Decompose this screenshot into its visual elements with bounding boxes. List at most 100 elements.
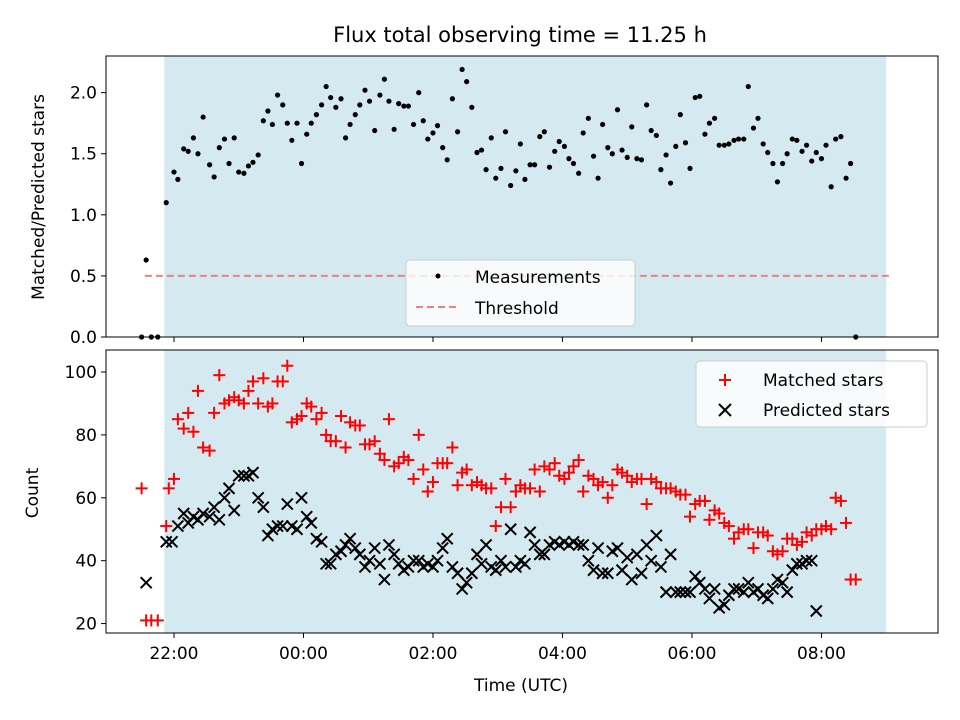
predicted-star-point xyxy=(353,548,367,561)
measurement-point xyxy=(634,156,640,162)
ratio-legend: Measurements Threshold xyxy=(405,259,636,327)
measurement-point xyxy=(245,163,252,169)
measurement-point xyxy=(809,158,815,164)
legend-matched-marker xyxy=(719,374,731,386)
predicted-star-point xyxy=(479,538,493,552)
predicted-star-point xyxy=(635,567,648,580)
predicted-star-point xyxy=(615,563,629,577)
measurement-point xyxy=(823,142,829,148)
matched-star-point xyxy=(485,482,498,495)
matched-star-point xyxy=(562,466,575,479)
legend-matched-label: Matched stars xyxy=(763,371,883,391)
predicted-star-point xyxy=(674,585,687,599)
predicted-star-point xyxy=(455,582,469,596)
predicted-star-point xyxy=(591,541,605,555)
measurement-point xyxy=(687,165,693,171)
count-axes: 20 40 60 80 100 22:00 00:00 02:00 04:00 06:00 08:0… xyxy=(65,363,846,664)
matched-star-point xyxy=(320,428,333,441)
predicted-star-point xyxy=(227,504,241,517)
count-y-tick-label: 40 xyxy=(75,552,97,572)
matched-star-point xyxy=(208,406,221,419)
matched-star-point xyxy=(329,435,342,448)
measurement-point xyxy=(784,151,790,157)
matched-star-point xyxy=(191,384,204,397)
predicted-star-point xyxy=(786,563,799,577)
matched-star-point xyxy=(698,494,711,507)
matched-star-point xyxy=(310,413,323,426)
measurement-point xyxy=(401,103,407,109)
matched-star-point xyxy=(392,457,405,470)
measurement-point xyxy=(663,152,669,158)
matched-star-point xyxy=(339,441,352,454)
measurement-point xyxy=(425,136,431,142)
predicted-stars-series xyxy=(139,466,823,618)
matched-star-point xyxy=(761,529,774,542)
matched-star-point xyxy=(203,444,216,457)
matched-star-point xyxy=(237,397,250,410)
measurement-point xyxy=(697,93,703,99)
measurement-point xyxy=(211,174,217,180)
matched-star-point xyxy=(587,472,600,485)
measurement-point xyxy=(755,115,761,121)
ratio-plot-frame xyxy=(105,55,939,338)
measurement-point xyxy=(377,92,383,98)
measurement-point xyxy=(774,179,781,185)
predicted-star-point xyxy=(601,567,614,580)
matched-star-point xyxy=(722,520,735,533)
predicted-star-point xyxy=(232,469,245,482)
matched-star-point xyxy=(849,573,862,586)
matched-star-point xyxy=(451,479,464,492)
ratio-legend-box xyxy=(405,259,636,327)
measurement-point xyxy=(459,66,465,73)
predicted-star-point xyxy=(654,560,668,574)
predicted-star-point xyxy=(683,585,697,599)
predicted-star-point xyxy=(363,554,376,567)
matched-star-point xyxy=(167,472,180,485)
measurement-point xyxy=(449,96,455,102)
predicted-star-point xyxy=(625,573,638,586)
ratio-y-tick-label: 2.0 xyxy=(70,84,97,104)
legend-predicted-label: Predicted stars xyxy=(763,401,890,421)
matched-star-point xyxy=(679,488,692,501)
predicted-star-point xyxy=(688,570,702,583)
predicted-star-point xyxy=(582,554,595,567)
matched-star-point xyxy=(572,454,585,467)
measurement-point xyxy=(488,135,494,141)
predicted-star-point xyxy=(431,554,444,567)
predicted-star-point xyxy=(572,538,585,552)
measurement-point xyxy=(667,180,674,186)
predicted-star-point xyxy=(412,554,425,567)
measurement-point xyxy=(226,160,232,167)
predicted-star-point xyxy=(800,554,813,567)
measurement-point xyxy=(434,123,441,129)
matched-star-point xyxy=(417,463,430,476)
predicted-star-point xyxy=(621,551,634,564)
predicted-star-point xyxy=(319,557,333,571)
matched-star-point xyxy=(650,476,663,489)
measurement-point xyxy=(454,129,461,135)
measurement-point xyxy=(541,129,547,135)
measurement-point xyxy=(843,175,849,181)
predicted-star-point xyxy=(780,585,794,599)
measurement-point xyxy=(770,160,776,167)
predicted-star-point xyxy=(237,469,251,482)
x-tick-label: 08:00 xyxy=(797,644,846,664)
matched-star-point xyxy=(382,413,395,426)
measurement-point xyxy=(576,170,582,176)
matched-star-point xyxy=(606,479,619,492)
measurement-point xyxy=(653,132,659,139)
matched-star-point xyxy=(728,532,741,545)
ratio-y-tick-label: 0.5 xyxy=(70,267,97,287)
ratio-panel: 0.0 0.5 1.0 1.5 2.0 Flux total observing tim… xyxy=(29,23,939,348)
predicted-star-point xyxy=(494,554,508,567)
x-tick-label: 04:00 xyxy=(538,644,587,664)
predicted-star-point xyxy=(528,538,541,552)
predicted-star-point xyxy=(679,585,692,599)
measurement-point xyxy=(760,141,766,147)
predicted-star-point xyxy=(470,548,484,561)
matched-star-point xyxy=(315,406,328,419)
matched-star-point xyxy=(577,485,590,498)
measurement-point xyxy=(405,103,411,109)
measurement-point xyxy=(677,112,683,118)
predicted-star-point xyxy=(373,557,387,571)
